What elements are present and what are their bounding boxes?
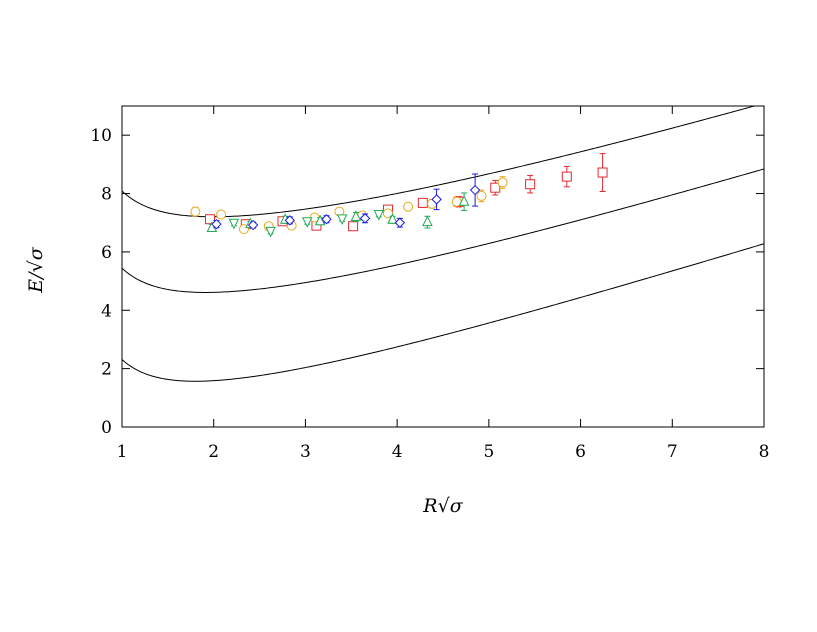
- data-point-circle: [382, 208, 393, 219]
- y-tick-label: 2: [101, 360, 112, 380]
- y-tick-label: 0: [101, 418, 112, 438]
- y-tick-label: 6: [101, 243, 112, 263]
- data-point-diamond: [394, 217, 406, 228]
- data-point-square: [417, 197, 428, 208]
- data-point-triangle-up: [458, 192, 470, 211]
- data-point-diamond: [359, 213, 371, 224]
- x-tick-label: 5: [483, 442, 494, 462]
- model-curves: [122, 106, 764, 382]
- y-axis-label: E/√σ: [25, 246, 47, 293]
- model-curve-2: [122, 106, 757, 218]
- data-points: [190, 153, 608, 238]
- data-point-square: [597, 153, 608, 193]
- data-point-triangle-down: [373, 209, 385, 221]
- x-tick-label: 3: [300, 442, 311, 462]
- data-point-diamond: [247, 219, 259, 231]
- data-point-circle: [216, 209, 227, 220]
- data-point-triangle-down: [301, 217, 313, 228]
- x-tick-label: 4: [392, 442, 403, 462]
- model-curve-0: [122, 243, 764, 382]
- data-point-triangle-up: [422, 215, 433, 229]
- data-point-square: [490, 179, 501, 196]
- y-tick-label: 10: [90, 126, 112, 146]
- y-tick-label: 4: [101, 301, 112, 321]
- plot-frame: [121, 105, 765, 428]
- data-point-triangle-up: [314, 214, 326, 226]
- data-point-diamond: [431, 188, 442, 211]
- data-point-square: [525, 174, 536, 194]
- data-point-circle: [403, 201, 414, 212]
- data-point-diamond: [284, 215, 296, 226]
- data-point-triangle-down: [336, 214, 348, 225]
- data-point-circle: [497, 176, 508, 189]
- x-tick-label: 1: [117, 442, 128, 462]
- data-point-triangle-down: [228, 218, 240, 230]
- x-axis-label: R√σ: [422, 495, 463, 517]
- x-tick-label: 8: [759, 442, 770, 462]
- data-point-diamond: [211, 218, 222, 230]
- data-point-square: [348, 221, 359, 232]
- x-tick-label: 6: [575, 442, 586, 462]
- data-point-diamond: [469, 173, 481, 207]
- data-point-square: [561, 165, 572, 188]
- data-point-diamond: [321, 214, 332, 225]
- y-tick-label: 8: [101, 185, 112, 205]
- x-tick-label: 7: [667, 442, 678, 462]
- data-point-triangle-up: [350, 210, 362, 222]
- axis-ticks: 1 2 3 4 5 6 7 8 0 2 4 6 8 10: [90, 106, 769, 462]
- model-curve-1: [122, 168, 764, 293]
- x-tick-label: 2: [208, 442, 219, 462]
- data-point-triangle-up: [387, 213, 398, 224]
- data-point-circle: [309, 212, 320, 223]
- data-point-circle: [190, 206, 201, 217]
- data-point-triangle-down: [265, 226, 276, 238]
